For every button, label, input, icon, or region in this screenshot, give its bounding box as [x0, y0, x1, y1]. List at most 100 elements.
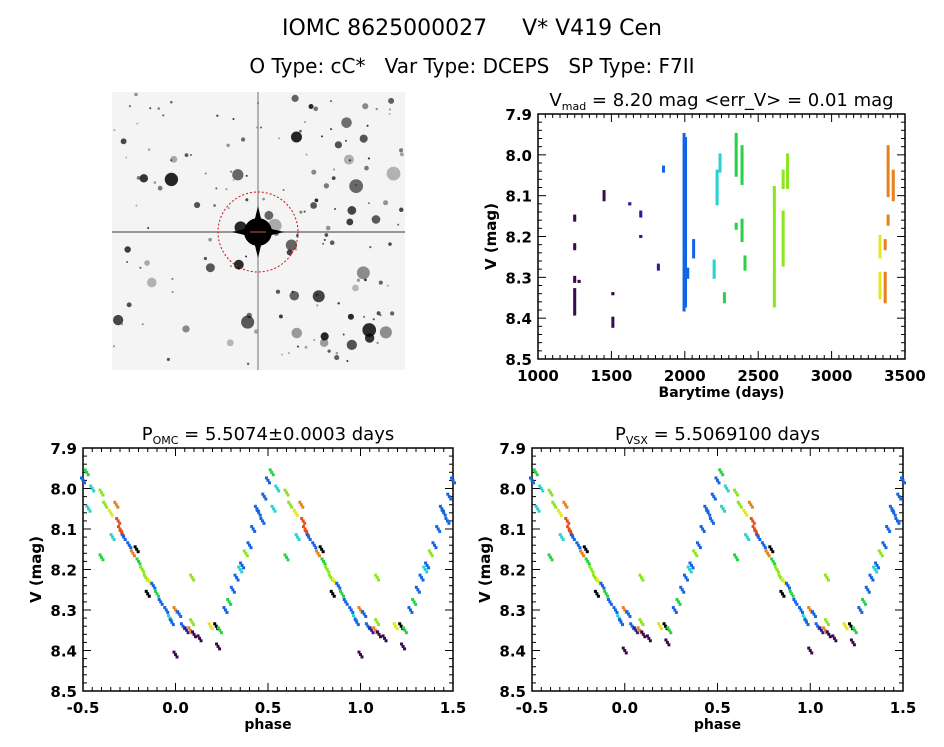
data-point [322, 559, 325, 563]
data-point [445, 519, 449, 523]
data-point [307, 535, 311, 539]
data-point [148, 580, 152, 584]
x-tick-label: 3000 [811, 367, 853, 385]
data-point [303, 529, 307, 533]
star [278, 137, 281, 140]
data-point [786, 186, 790, 189]
data-point [792, 597, 796, 601]
data-point [573, 245, 577, 249]
data-point [772, 220, 776, 224]
data-point [142, 570, 146, 574]
data-point [648, 639, 652, 643]
data-point [559, 513, 563, 517]
data-point [137, 559, 140, 563]
data-point [715, 187, 719, 191]
data-point [823, 573, 827, 577]
data-point [684, 279, 688, 283]
data-point [684, 277, 688, 281]
data-point [629, 622, 633, 626]
star [299, 129, 302, 133]
data-point [692, 255, 696, 259]
data-point [858, 608, 862, 612]
data-point [818, 626, 822, 630]
data-point [88, 509, 92, 513]
data-point [721, 473, 725, 477]
data-point [886, 174, 890, 178]
star [125, 156, 128, 159]
star [126, 261, 129, 264]
data-point [357, 606, 361, 610]
data-point [772, 210, 776, 214]
data-point [684, 257, 688, 261]
data-point [327, 573, 331, 577]
data-point [399, 624, 403, 628]
data-point [692, 243, 696, 247]
data-point [422, 565, 426, 569]
data-point [832, 636, 836, 640]
data-point [684, 166, 688, 170]
data-point [773, 562, 777, 566]
data-point [740, 233, 744, 237]
y-tick-label: 8.4 [50, 643, 77, 661]
data-point [427, 549, 431, 553]
data-point [891, 509, 895, 513]
data-point [424, 561, 428, 565]
star [225, 188, 228, 191]
data-point [684, 159, 688, 163]
star [189, 154, 192, 157]
data-point [560, 535, 564, 539]
data-point [901, 478, 905, 482]
data-point [772, 304, 776, 308]
y-tick-label: 8.5 [50, 683, 77, 701]
data-point [769, 547, 773, 551]
data-point [351, 610, 355, 614]
data-point [616, 614, 620, 618]
data-point [171, 623, 175, 627]
data-point [573, 307, 577, 311]
star [342, 333, 345, 336]
data-point [715, 197, 719, 201]
data-point [772, 235, 776, 239]
star [232, 118, 235, 121]
data-point [175, 655, 179, 659]
object-title: IOMC 8625000027 V* V419 Cen [282, 16, 662, 41]
data-point [340, 592, 344, 596]
data-point [772, 297, 776, 301]
data-point [780, 592, 784, 596]
data-point [684, 191, 688, 195]
data-point [144, 576, 148, 580]
data-point [177, 612, 181, 616]
data-point [886, 162, 890, 166]
data-point [740, 236, 744, 240]
data-point [403, 628, 407, 632]
data-point [886, 157, 890, 161]
star [157, 185, 163, 191]
data-point [305, 531, 309, 535]
data-point [781, 229, 785, 233]
data-point [582, 554, 586, 558]
data-point [664, 638, 668, 642]
star [388, 108, 391, 111]
star [312, 290, 325, 303]
star [139, 174, 149, 183]
data-point [153, 586, 157, 590]
star [203, 256, 208, 261]
data-point [277, 489, 281, 493]
data-point [563, 503, 567, 507]
data-point [781, 577, 785, 581]
data-point [772, 255, 776, 259]
data-point [781, 176, 785, 180]
data-point [772, 294, 776, 298]
star [171, 277, 174, 280]
data-point [686, 273, 690, 277]
data-point [190, 620, 194, 624]
data-point [843, 624, 847, 628]
data-point [772, 247, 776, 251]
data-point [734, 154, 738, 158]
data-point [558, 511, 562, 515]
data-point [712, 273, 716, 277]
data-point [890, 507, 894, 511]
data-point [132, 554, 136, 558]
data-point [822, 626, 826, 630]
